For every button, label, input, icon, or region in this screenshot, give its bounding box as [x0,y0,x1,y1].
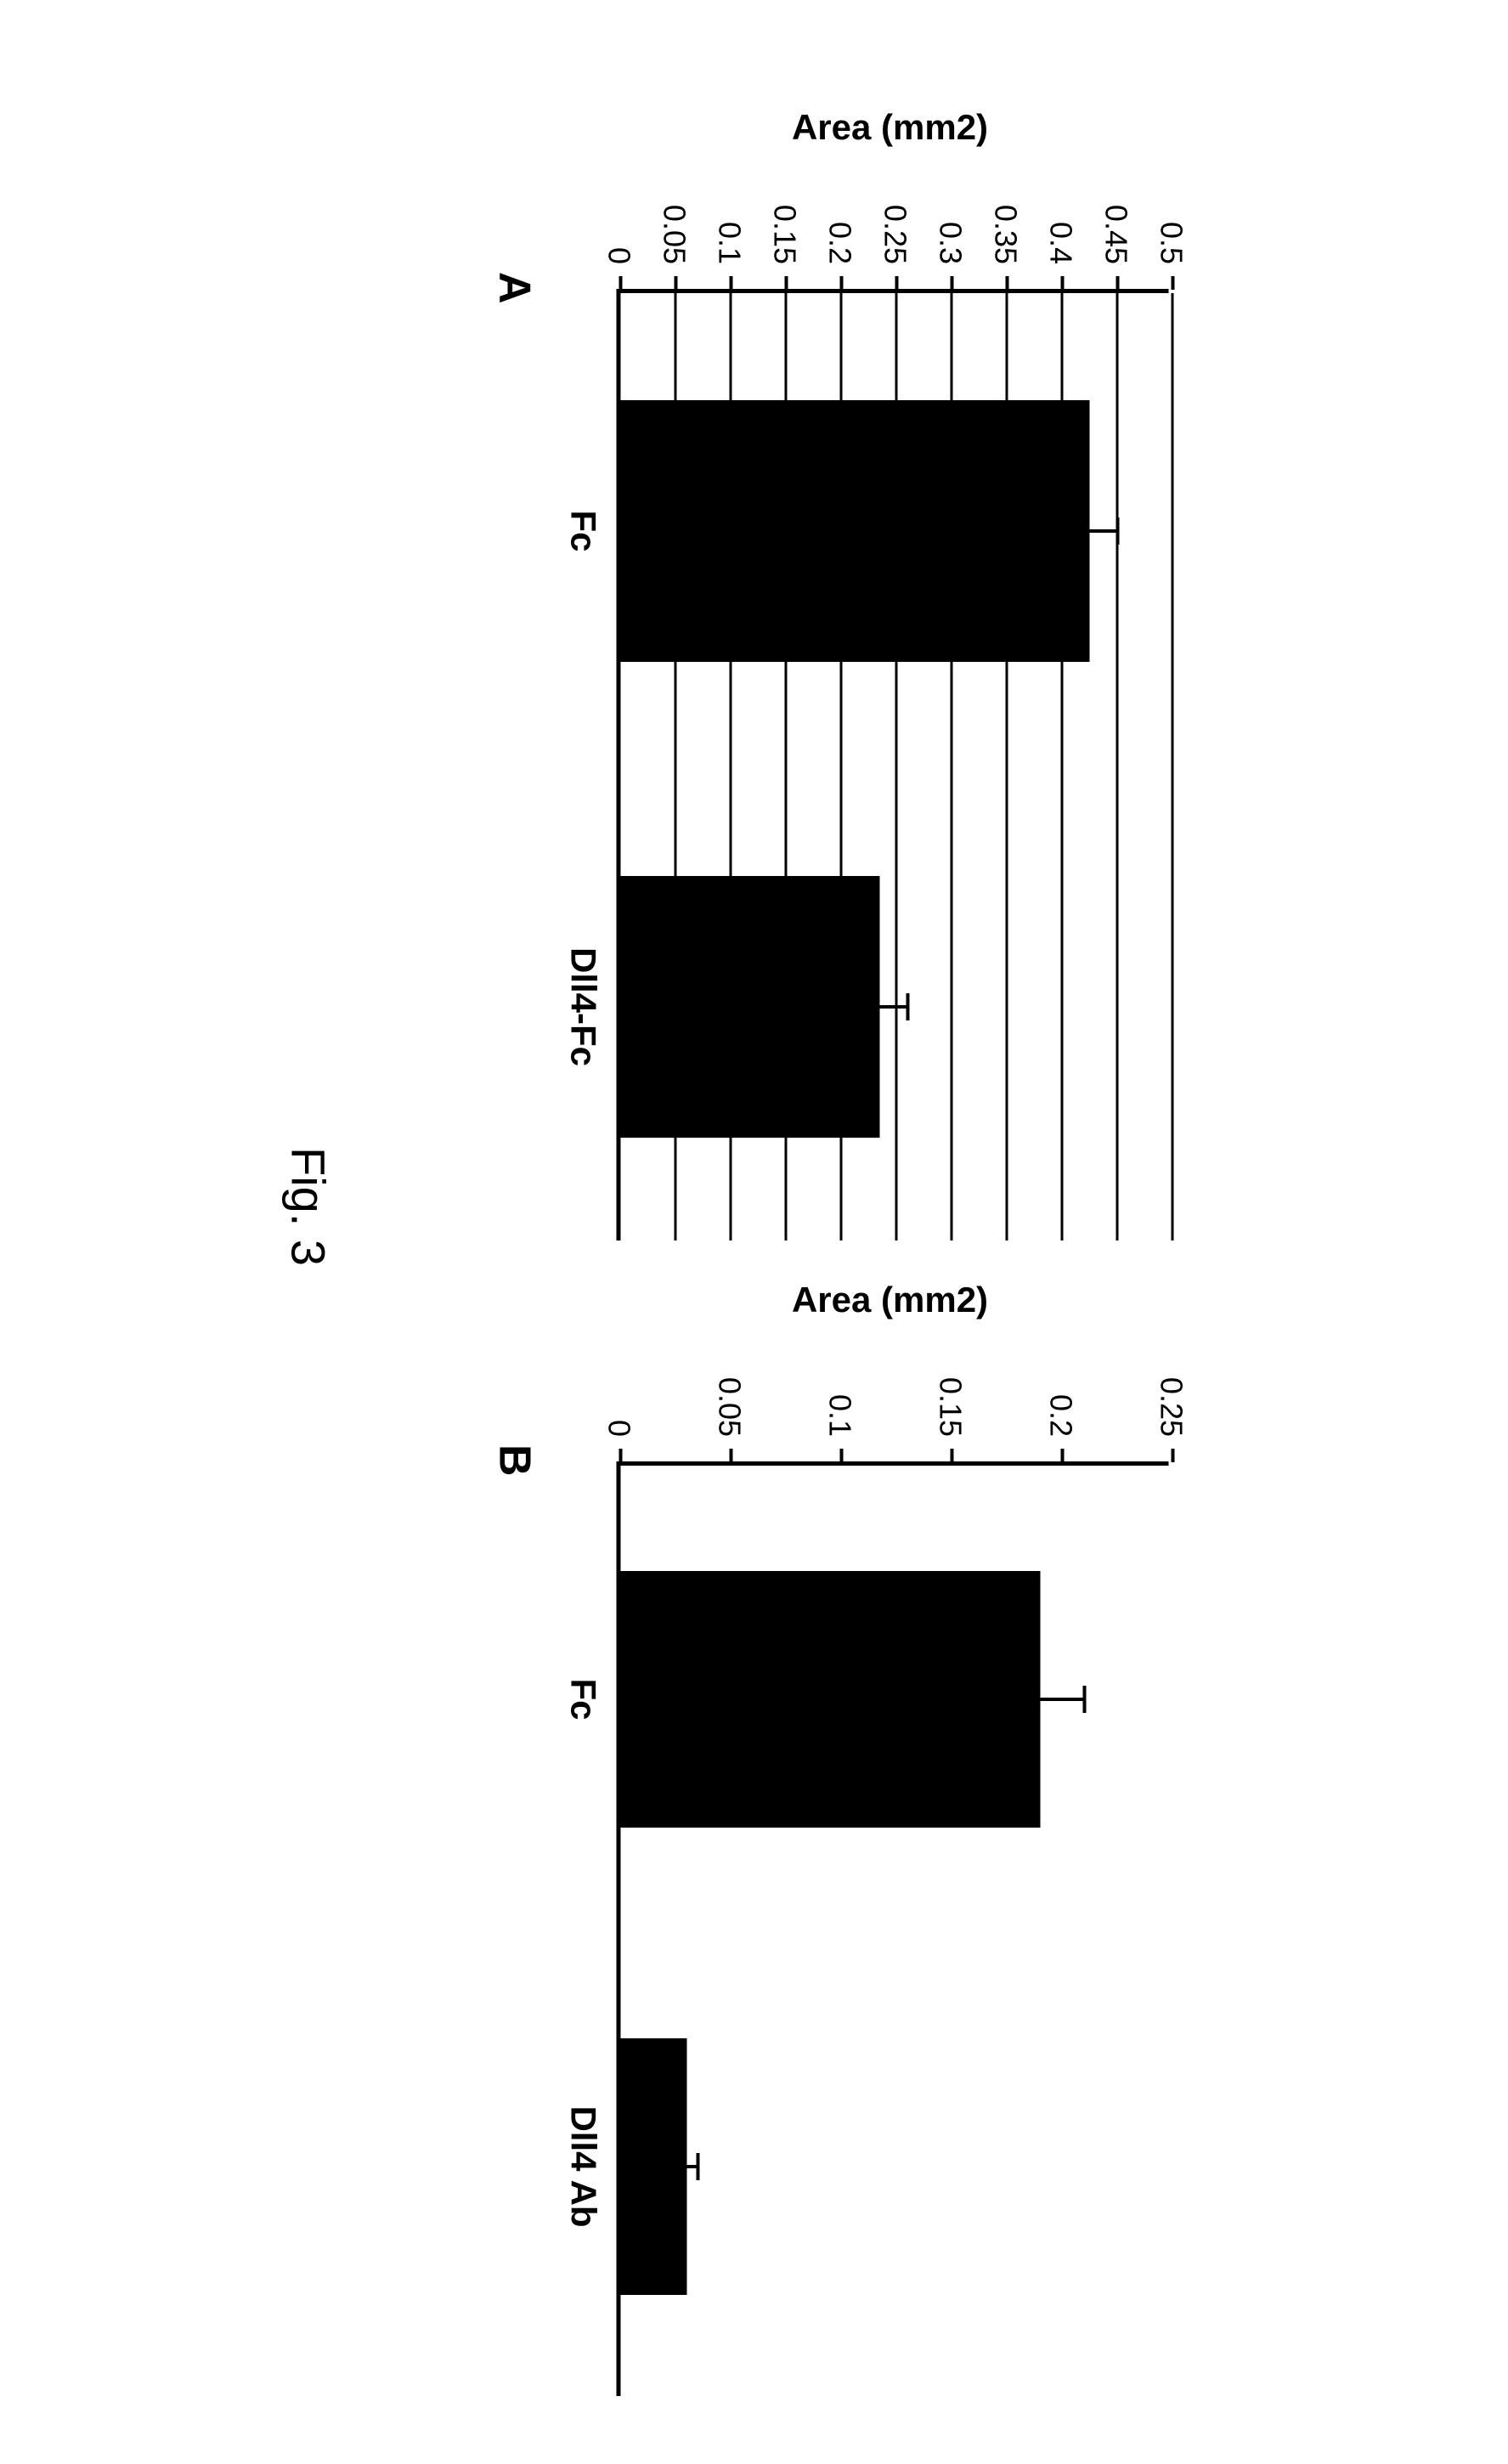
y-tick-mark [1060,1449,1064,1462]
y-tick-mark [839,276,843,290]
bar [620,876,880,1138]
y-axis-title: Area (mm2) [762,107,1017,148]
y-tick-mark [1005,276,1008,290]
x-category-label: Dll4 Ab [562,2105,620,2227]
y-tick-label: 0.4 [1042,183,1078,276]
y-tick-label: 0.05 [656,183,692,276]
error-cap [906,993,909,1020]
y-tick-label: 0.25 [877,183,912,276]
grid-line [1172,293,1174,1240]
y-tick-mark [895,276,898,290]
y-tick-label: 0.1 [711,183,747,276]
y-tick-mark [618,276,622,290]
y-tick-mark [839,1449,843,1462]
y-tick-label: 0.5 [1153,183,1189,276]
error-bar [880,1005,908,1009]
plot-area: 00.050.10.150.20.250.30.350.40.450.5FcDl… [616,289,1168,1240]
y-tick-mark [1060,276,1064,290]
y-tick-mark [1115,276,1119,290]
error-cap [696,2153,699,2180]
error-cap [1082,1686,1086,1713]
y-tick-mark [674,276,677,290]
y-tick-label: 0.45 [1098,183,1133,276]
x-category-label: Fc [562,1678,620,1720]
x-category-label: Dll4-Fc [562,947,620,1066]
y-tick-label: 0.35 [987,183,1023,276]
y-axis-title: Area (mm2) [762,1280,1017,1320]
y-tick-mark [1171,1449,1174,1462]
y-tick-mark [950,276,953,290]
chart-b: 00.050.10.150.20.25FcDll4 AbArea (mm2)B [463,1359,1185,2464]
y-tick-label: 0 [601,1355,636,1449]
grid-line [1116,293,1119,1240]
plot-area: 00.050.10.150.20.25FcDll4 Ab [616,1461,1168,2396]
error-cap [1115,517,1119,545]
y-tick-label: 0.3 [932,183,968,276]
bar [620,1571,1040,1828]
bar [620,400,1090,662]
error-bar [1090,529,1118,533]
y-tick-mark [1171,276,1174,290]
bar [620,2038,686,2296]
error-bar [1040,1698,1084,1701]
y-tick-label: 0.2 [1042,1355,1078,1449]
y-tick-mark [729,1449,732,1462]
x-category-label: Fc [562,510,620,551]
y-tick-label: 0.05 [711,1355,747,1449]
y-tick-label: 0.15 [932,1355,968,1449]
chart-a: 00.050.10.150.20.250.30.350.40.450.5FcDl… [463,187,1185,1308]
panel-letter: B [489,1444,539,1477]
y-tick-label: 0 [601,183,636,276]
y-tick-mark [729,276,732,290]
y-tick-label: 0.25 [1153,1355,1189,1449]
y-tick-label: 0.1 [822,1355,857,1449]
figure-label: Fig. 3 [280,1147,336,1266]
y-tick-mark [784,276,788,290]
y-tick-mark [950,1449,953,1462]
y-tick-label: 0.2 [822,183,857,276]
y-tick-mark [618,1449,622,1462]
panel-letter: A [489,272,539,304]
y-tick-label: 0.15 [766,183,802,276]
